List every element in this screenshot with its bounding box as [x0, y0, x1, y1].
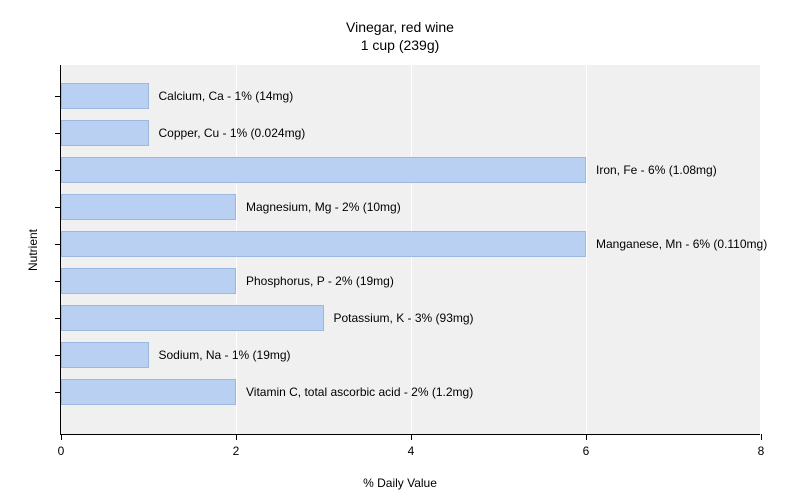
x-tick-label: 2 — [233, 444, 240, 458]
bar-row: Sodium, Na - 1% (19mg) — [61, 342, 761, 368]
bar-row: Manganese, Mn - 6% (0.110mg) — [61, 231, 761, 257]
x-tick-label: 6 — [583, 444, 590, 458]
bar-label: Phosphorus, P - 2% (19mg) — [236, 268, 394, 294]
bar-row: Calcium, Ca - 1% (14mg) — [61, 83, 761, 109]
bar-label: Manganese, Mn - 6% (0.110mg) — [586, 231, 767, 257]
bar-row: Vitamin C, total ascorbic acid - 2% (1.2… — [61, 379, 761, 405]
bar-label: Copper, Cu - 1% (0.024mg) — [149, 120, 306, 146]
y-axis-title: Nutrient — [26, 229, 40, 271]
bar — [61, 157, 586, 183]
bar-row: Phosphorus, P - 2% (19mg) — [61, 268, 761, 294]
x-tick-label: 0 — [58, 444, 65, 458]
bar — [61, 194, 236, 220]
bar — [61, 305, 324, 331]
x-tick — [411, 434, 412, 440]
x-tick — [236, 434, 237, 440]
chart-title-line1: Vinegar, red wine — [0, 18, 800, 36]
plot-area: 02468Calcium, Ca - 1% (14mg)Copper, Cu -… — [60, 65, 760, 435]
bar — [61, 120, 149, 146]
x-tick — [761, 434, 762, 440]
x-tick — [586, 434, 587, 440]
bar — [61, 83, 149, 109]
bar-label: Calcium, Ca - 1% (14mg) — [149, 83, 294, 109]
bar — [61, 268, 236, 294]
bar — [61, 379, 236, 405]
bar-label: Iron, Fe - 6% (1.08mg) — [586, 157, 717, 183]
x-tick — [61, 434, 62, 440]
bar-label: Vitamin C, total ascorbic acid - 2% (1.2… — [236, 379, 473, 405]
nutrient-chart: Vinegar, red wine 1 cup (239g) Nutrient … — [0, 0, 800, 500]
bar — [61, 231, 586, 257]
bar-label: Sodium, Na - 1% (19mg) — [149, 342, 291, 368]
bar-row: Magnesium, Mg - 2% (10mg) — [61, 194, 761, 220]
chart-title-line2: 1 cup (239g) — [0, 36, 800, 54]
x-tick-label: 4 — [408, 444, 415, 458]
x-axis-title: % Daily Value — [0, 476, 800, 490]
bar-label: Magnesium, Mg - 2% (10mg) — [236, 194, 401, 220]
bar-row: Iron, Fe - 6% (1.08mg) — [61, 157, 761, 183]
x-tick-label: 8 — [758, 444, 765, 458]
chart-title: Vinegar, red wine 1 cup (239g) — [0, 18, 800, 54]
bar-row: Copper, Cu - 1% (0.024mg) — [61, 120, 761, 146]
bar-row: Potassium, K - 3% (93mg) — [61, 305, 761, 331]
bar-label: Potassium, K - 3% (93mg) — [324, 305, 474, 331]
bar — [61, 342, 149, 368]
